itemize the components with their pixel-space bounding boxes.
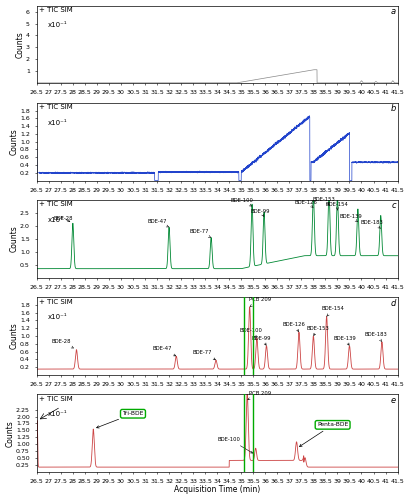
Text: PCB 209: PCB 209: [247, 392, 271, 400]
Y-axis label: Counts: Counts: [6, 420, 15, 446]
Text: x10⁻¹: x10⁻¹: [47, 314, 67, 320]
Text: BDE-77: BDE-77: [189, 230, 210, 237]
Text: BDE-139: BDE-139: [333, 336, 355, 345]
Text: x10⁻¹: x10⁻¹: [47, 411, 67, 417]
Text: BDE-139: BDE-139: [339, 214, 361, 222]
Y-axis label: Counts: Counts: [16, 31, 25, 58]
Y-axis label: Counts: Counts: [9, 128, 18, 155]
Text: BDE-100: BDE-100: [217, 436, 252, 453]
Y-axis label: Counts: Counts: [9, 226, 18, 252]
Text: x10⁻¹: x10⁻¹: [47, 22, 67, 28]
Text: BDE-126: BDE-126: [294, 200, 317, 207]
X-axis label: Acquisition Time (min): Acquisition Time (min): [173, 486, 260, 494]
Text: + TIC SIM: + TIC SIM: [38, 7, 72, 13]
Text: c: c: [390, 202, 395, 210]
Text: BDE-100: BDE-100: [239, 328, 262, 338]
Y-axis label: Counts: Counts: [9, 322, 18, 349]
Text: BDE-28: BDE-28: [51, 339, 73, 348]
Text: BDE-154: BDE-154: [325, 202, 348, 210]
Text: Penta-BDE: Penta-BDE: [299, 422, 347, 446]
Text: Tri-BDE: Tri-BDE: [97, 411, 143, 428]
Text: PCB 209: PCB 209: [249, 297, 271, 306]
Text: + TIC SIM: + TIC SIM: [38, 104, 72, 110]
Text: BDE-47: BDE-47: [147, 219, 168, 227]
Text: BDE-99: BDE-99: [251, 336, 271, 345]
Text: d: d: [389, 298, 395, 308]
Text: BDE-47: BDE-47: [152, 346, 175, 356]
Text: + TIC SIM: + TIC SIM: [38, 202, 72, 207]
Text: BDE-99: BDE-99: [250, 208, 270, 216]
Text: BDE-77: BDE-77: [193, 350, 215, 360]
Text: BDE-154: BDE-154: [320, 306, 343, 316]
Text: BDE-153: BDE-153: [312, 197, 335, 205]
Text: + TIC SIM: + TIC SIM: [38, 396, 72, 402]
Text: BDE-153: BDE-153: [306, 326, 329, 336]
Text: BDE-100: BDE-100: [230, 198, 253, 206]
Text: x10³: x10³: [47, 216, 63, 222]
Text: e: e: [390, 396, 395, 405]
Text: b: b: [389, 104, 395, 114]
Text: a: a: [390, 7, 395, 16]
Text: + TIC SIM: + TIC SIM: [38, 298, 72, 304]
Text: BDE-183: BDE-183: [364, 332, 387, 342]
Text: BDE-183: BDE-183: [360, 220, 383, 228]
Text: BDE-28: BDE-28: [53, 216, 73, 222]
Text: BDE-126: BDE-126: [282, 322, 305, 332]
Text: x10⁻¹: x10⁻¹: [47, 120, 67, 126]
